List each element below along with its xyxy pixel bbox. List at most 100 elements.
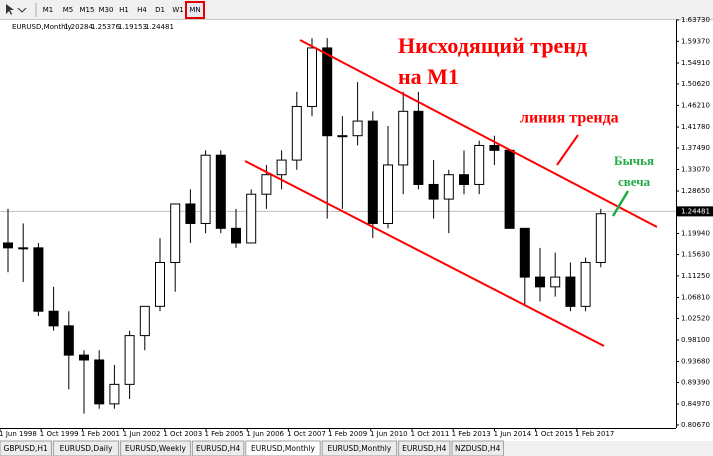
candle-body	[3, 242, 13, 249]
candle-body	[595, 213, 606, 263]
x-tick-label: 1 Jun 2014	[494, 430, 532, 438]
chart-area	[0, 20, 713, 441]
tab-label[interactable]: EURUSD,H4	[402, 444, 446, 453]
ohlc-info: 1.25376	[91, 23, 120, 31]
y-tick-label: 0.84970	[681, 400, 710, 408]
x-tick-label: 1 Oct 2015	[534, 430, 573, 438]
timeframe-button[interactable]: H1	[119, 6, 129, 14]
candle-body	[33, 247, 44, 312]
last-price-label: 1.24481	[681, 207, 710, 215]
timeframe-button[interactable]: M30	[99, 6, 114, 14]
cursor-tool-icon[interactable]	[6, 4, 27, 15]
timeframe-button[interactable]: M5	[63, 6, 74, 14]
timeframe-selected-frame[interactable]	[185, 1, 205, 19]
tab-label[interactable]: EURUSD,Monthly	[251, 444, 315, 453]
trend-channel	[244, 39, 658, 347]
candle-body	[170, 203, 181, 263]
candle-body	[550, 276, 561, 288]
upper-trend-line	[299, 39, 658, 228]
y-tick-label: 1.15630	[681, 251, 710, 259]
candle-body	[367, 120, 378, 224]
y-tick-label: 1.59370	[681, 37, 710, 45]
x-tick-label: 1 Feb 2017	[575, 430, 614, 438]
dropdown-arrow[interactable]	[17, 7, 27, 13]
tab[interactable]	[245, 440, 321, 456]
candle-body	[565, 276, 576, 307]
candle-body	[398, 110, 409, 166]
candle-body	[94, 359, 105, 405]
timeframe-button[interactable]: M1	[43, 6, 54, 14]
last-price-marker	[677, 206, 713, 217]
x-tick-label: 1 Feb 2005	[204, 430, 243, 438]
candle-label-pointer	[611, 190, 630, 217]
candle-body	[109, 383, 120, 405]
candle-label: свеча	[618, 174, 651, 189]
x-tick-label: 1 Jun 2002	[123, 430, 161, 438]
tab[interactable]	[191, 440, 245, 456]
cursor-icon[interactable]	[6, 4, 14, 15]
x-tick-label: 1 Jun 2010	[370, 430, 408, 438]
timeframe-button[interactable]: H4	[137, 6, 147, 14]
candle-body	[443, 174, 454, 200]
candle-body	[200, 154, 211, 224]
toolbar	[0, 0, 713, 20]
tab-label[interactable]: EURUSD,Monthly	[327, 444, 391, 453]
y-tick-label: 1.63730	[681, 16, 710, 24]
timeframe-button[interactable]: M15	[80, 6, 95, 14]
candle-body	[580, 261, 591, 307]
tab-label[interactable]: NZDUSD,H4	[455, 444, 501, 453]
tab-label[interactable]: EURUSD,H4	[196, 444, 240, 453]
trend-line-label: линия тренда	[520, 110, 619, 127]
annotation-title: Нисходящий тренд	[398, 33, 587, 58]
symbol-label: EURUSD,Monthly	[12, 23, 72, 31]
candle-body	[535, 276, 545, 288]
candle-body	[504, 149, 515, 229]
tab[interactable]	[120, 440, 191, 456]
timeframe-button[interactable]: D1	[155, 6, 165, 14]
y-tick-label: 1.54910	[681, 59, 710, 67]
annotation-title: на М1	[398, 64, 459, 89]
x-tick-label: 1 Oct 2011	[411, 430, 450, 438]
y-tick-label: 0.80670	[681, 421, 710, 429]
y-tick-label: 1.50620	[681, 80, 710, 88]
y-tick-label: 0.98100	[681, 336, 710, 344]
y-tick-label: 1.33070	[681, 165, 710, 173]
candle-body	[63, 325, 74, 356]
candle-body	[307, 47, 317, 107]
candle-body	[428, 183, 439, 200]
x-tick-label: 1 Oct 1999	[40, 430, 79, 438]
tab[interactable]	[0, 440, 52, 456]
x-tick-label: 1 Oct 2007	[287, 430, 326, 438]
tab[interactable]	[451, 440, 504, 456]
y-tick-label: 1.41780	[681, 123, 710, 131]
tab-label[interactable]: GBPUSD,H1	[4, 444, 49, 453]
candle-body	[79, 354, 89, 361]
y-tick-label: 1.37490	[681, 144, 710, 152]
y-tick-label: 1.28650	[681, 187, 710, 195]
tab[interactable]	[321, 440, 398, 456]
tab-label[interactable]: EURUSD,Daily	[60, 444, 113, 453]
x-tick-label: 1 Feb 2013	[452, 430, 491, 438]
candle-body	[459, 174, 469, 185]
candle-body	[337, 135, 348, 138]
y-tick-label: 1.06810	[681, 294, 710, 302]
y-tick-label: 1.46210	[681, 101, 710, 109]
timeframe-button[interactable]: W1	[172, 6, 183, 14]
candle-body	[322, 47, 333, 137]
ohlc-info: 1.24481	[145, 23, 174, 31]
candle-body	[215, 154, 226, 229]
timeframe-button[interactable]: MN	[189, 6, 200, 14]
tab-label[interactable]: EURUSD,Weekly	[125, 444, 186, 453]
candle-body	[139, 305, 150, 337]
candle-body	[489, 144, 500, 151]
tab[interactable]	[398, 440, 451, 456]
x-tick-label: 1 Oct 2003	[163, 430, 202, 438]
candle-label: Бычья	[614, 153, 654, 168]
tab[interactable]	[52, 440, 120, 456]
candle-body	[261, 174, 272, 195]
x-tick-label: 1 Feb 2009	[328, 430, 367, 438]
trend-label-pointer	[556, 134, 579, 166]
y-tick-label: 1.02520	[681, 314, 710, 322]
candle-body	[276, 159, 287, 176]
